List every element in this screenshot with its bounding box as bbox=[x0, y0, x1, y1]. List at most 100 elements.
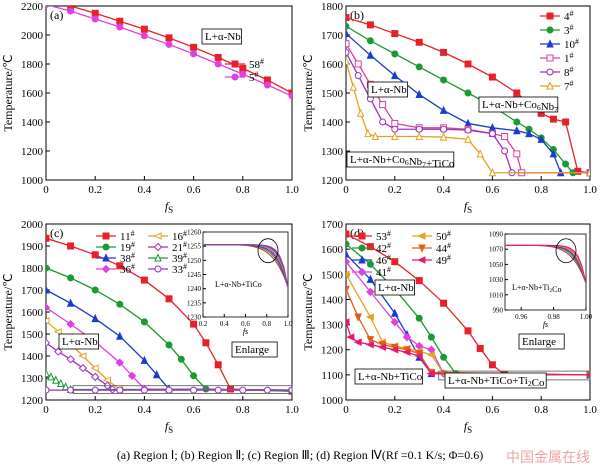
y-tick-label: 1400 bbox=[321, 117, 344, 129]
annotation-box bbox=[518, 333, 565, 350]
watermark: 中国金属在线 bbox=[506, 450, 590, 466]
data-point bbox=[43, 0, 49, 3]
y-axis-label: Temperature/℃ bbox=[1, 273, 15, 350]
text-part: 2 bbox=[528, 379, 532, 388]
legend-marker bbox=[546, 39, 554, 48]
data-point bbox=[78, 363, 88, 373]
enlarge-box bbox=[72, 385, 293, 394]
panel-label: (a) bbox=[50, 8, 63, 22]
y-tick-label: 1500 bbox=[321, 88, 344, 100]
x-tick-label: 0.4 bbox=[437, 184, 451, 196]
x-axis-label: fS bbox=[165, 419, 173, 435]
data-point bbox=[464, 134, 472, 143]
legend-marker bbox=[417, 232, 426, 240]
inset-y-tick-label: 1030 bbox=[489, 276, 504, 284]
annotation-box bbox=[367, 81, 408, 98]
x-axis-label-sub: S bbox=[467, 205, 472, 215]
inset-x-tick-label: 0.98 bbox=[547, 313, 560, 321]
data-point bbox=[346, 14, 350, 22]
legend-label-sup: # bbox=[447, 229, 451, 238]
legend-marker bbox=[357, 267, 367, 277]
legend-label-sup: # bbox=[183, 240, 187, 249]
data-point bbox=[415, 63, 423, 71]
legend: 58#5# bbox=[225, 57, 264, 84]
data-point bbox=[67, 7, 75, 15]
data-point bbox=[190, 50, 198, 58]
data-point bbox=[263, 81, 271, 89]
data-point bbox=[440, 48, 448, 56]
data-point bbox=[513, 126, 521, 135]
data-point bbox=[46, 234, 50, 242]
y-tick-label: 2000 bbox=[21, 30, 44, 42]
data-point bbox=[140, 25, 148, 33]
legend-label: 50# bbox=[436, 229, 451, 243]
y-tick-label: 1200 bbox=[321, 175, 344, 187]
legend-label-sup: # bbox=[131, 262, 135, 271]
y-tick-label: 1800 bbox=[321, 1, 344, 13]
data-point bbox=[537, 134, 545, 143]
data-point bbox=[165, 40, 173, 48]
data-point bbox=[190, 372, 198, 380]
data-point bbox=[488, 130, 496, 138]
data-point bbox=[488, 73, 496, 81]
annotation-box bbox=[346, 151, 455, 168]
data-point bbox=[476, 344, 484, 352]
data-point bbox=[366, 274, 375, 283]
data-point bbox=[440, 125, 448, 133]
legend-label: 41# bbox=[376, 265, 391, 279]
series-line bbox=[346, 233, 590, 376]
data-point bbox=[214, 60, 222, 68]
legend-marker bbox=[358, 232, 366, 240]
y-axis-label: Temperature/℃ bbox=[1, 54, 15, 131]
data-point bbox=[214, 53, 222, 61]
text-part: +TiCo bbox=[426, 158, 455, 170]
annotation-box bbox=[201, 28, 242, 45]
inset-annotation: L+α-Nb+TiCo bbox=[215, 280, 262, 289]
data-point bbox=[288, 386, 292, 394]
data-point bbox=[562, 118, 570, 126]
data-point bbox=[66, 319, 75, 329]
inset-series-line bbox=[203, 244, 288, 288]
annotation: L+α-Nb bbox=[62, 336, 98, 348]
y-tick-label: 1300 bbox=[21, 373, 44, 385]
inset-y-tick-label: 1010 bbox=[489, 291, 504, 299]
y-tick-label: 1600 bbox=[21, 307, 44, 319]
data-point bbox=[177, 355, 185, 363]
legend-marker bbox=[358, 255, 366, 264]
legend-label: 21# bbox=[172, 240, 187, 254]
data-point bbox=[66, 355, 75, 364]
data-point bbox=[464, 89, 472, 97]
legend-label-sup: # bbox=[387, 229, 391, 238]
y-tick-label: 1600 bbox=[321, 244, 344, 256]
text-part: L+α-Nb bbox=[205, 31, 241, 43]
data-point bbox=[513, 150, 521, 158]
data-point bbox=[391, 258, 399, 266]
x-tick-label: 0.2 bbox=[88, 184, 102, 196]
inset-highlight-ellipse bbox=[555, 238, 577, 264]
data-point bbox=[165, 386, 173, 394]
x-tick-label: 0 bbox=[43, 184, 49, 196]
data-point bbox=[46, 386, 50, 394]
inset-y-tick-label: 1260 bbox=[187, 229, 202, 237]
data-point bbox=[346, 22, 350, 30]
text-part: Co bbox=[552, 285, 561, 294]
data-point bbox=[366, 336, 375, 345]
y-tick-label: 1200 bbox=[21, 395, 44, 407]
data-point bbox=[427, 333, 435, 341]
y-axis-label: Temperature/℃ bbox=[301, 273, 315, 350]
inset-frame bbox=[504, 233, 587, 311]
text-part: Enlarge bbox=[522, 336, 556, 348]
legend: 11#19#38#36#16#21#39#33# bbox=[96, 229, 187, 276]
inset-y-tick-label: 1230 bbox=[187, 314, 202, 322]
y-tick-label: 1600 bbox=[21, 88, 44, 100]
text-part: Nb bbox=[541, 101, 555, 113]
text-part: 2 bbox=[549, 288, 552, 294]
data-point bbox=[365, 340, 374, 349]
y-tick-label: 1800 bbox=[21, 59, 44, 71]
data-point bbox=[52, 375, 60, 384]
legend-label-number: 16 bbox=[172, 231, 184, 243]
text-part: Nb bbox=[409, 156, 423, 168]
legend-label-number: 44 bbox=[436, 243, 448, 255]
data-point bbox=[365, 313, 374, 321]
text-part: 6 bbox=[405, 158, 409, 167]
